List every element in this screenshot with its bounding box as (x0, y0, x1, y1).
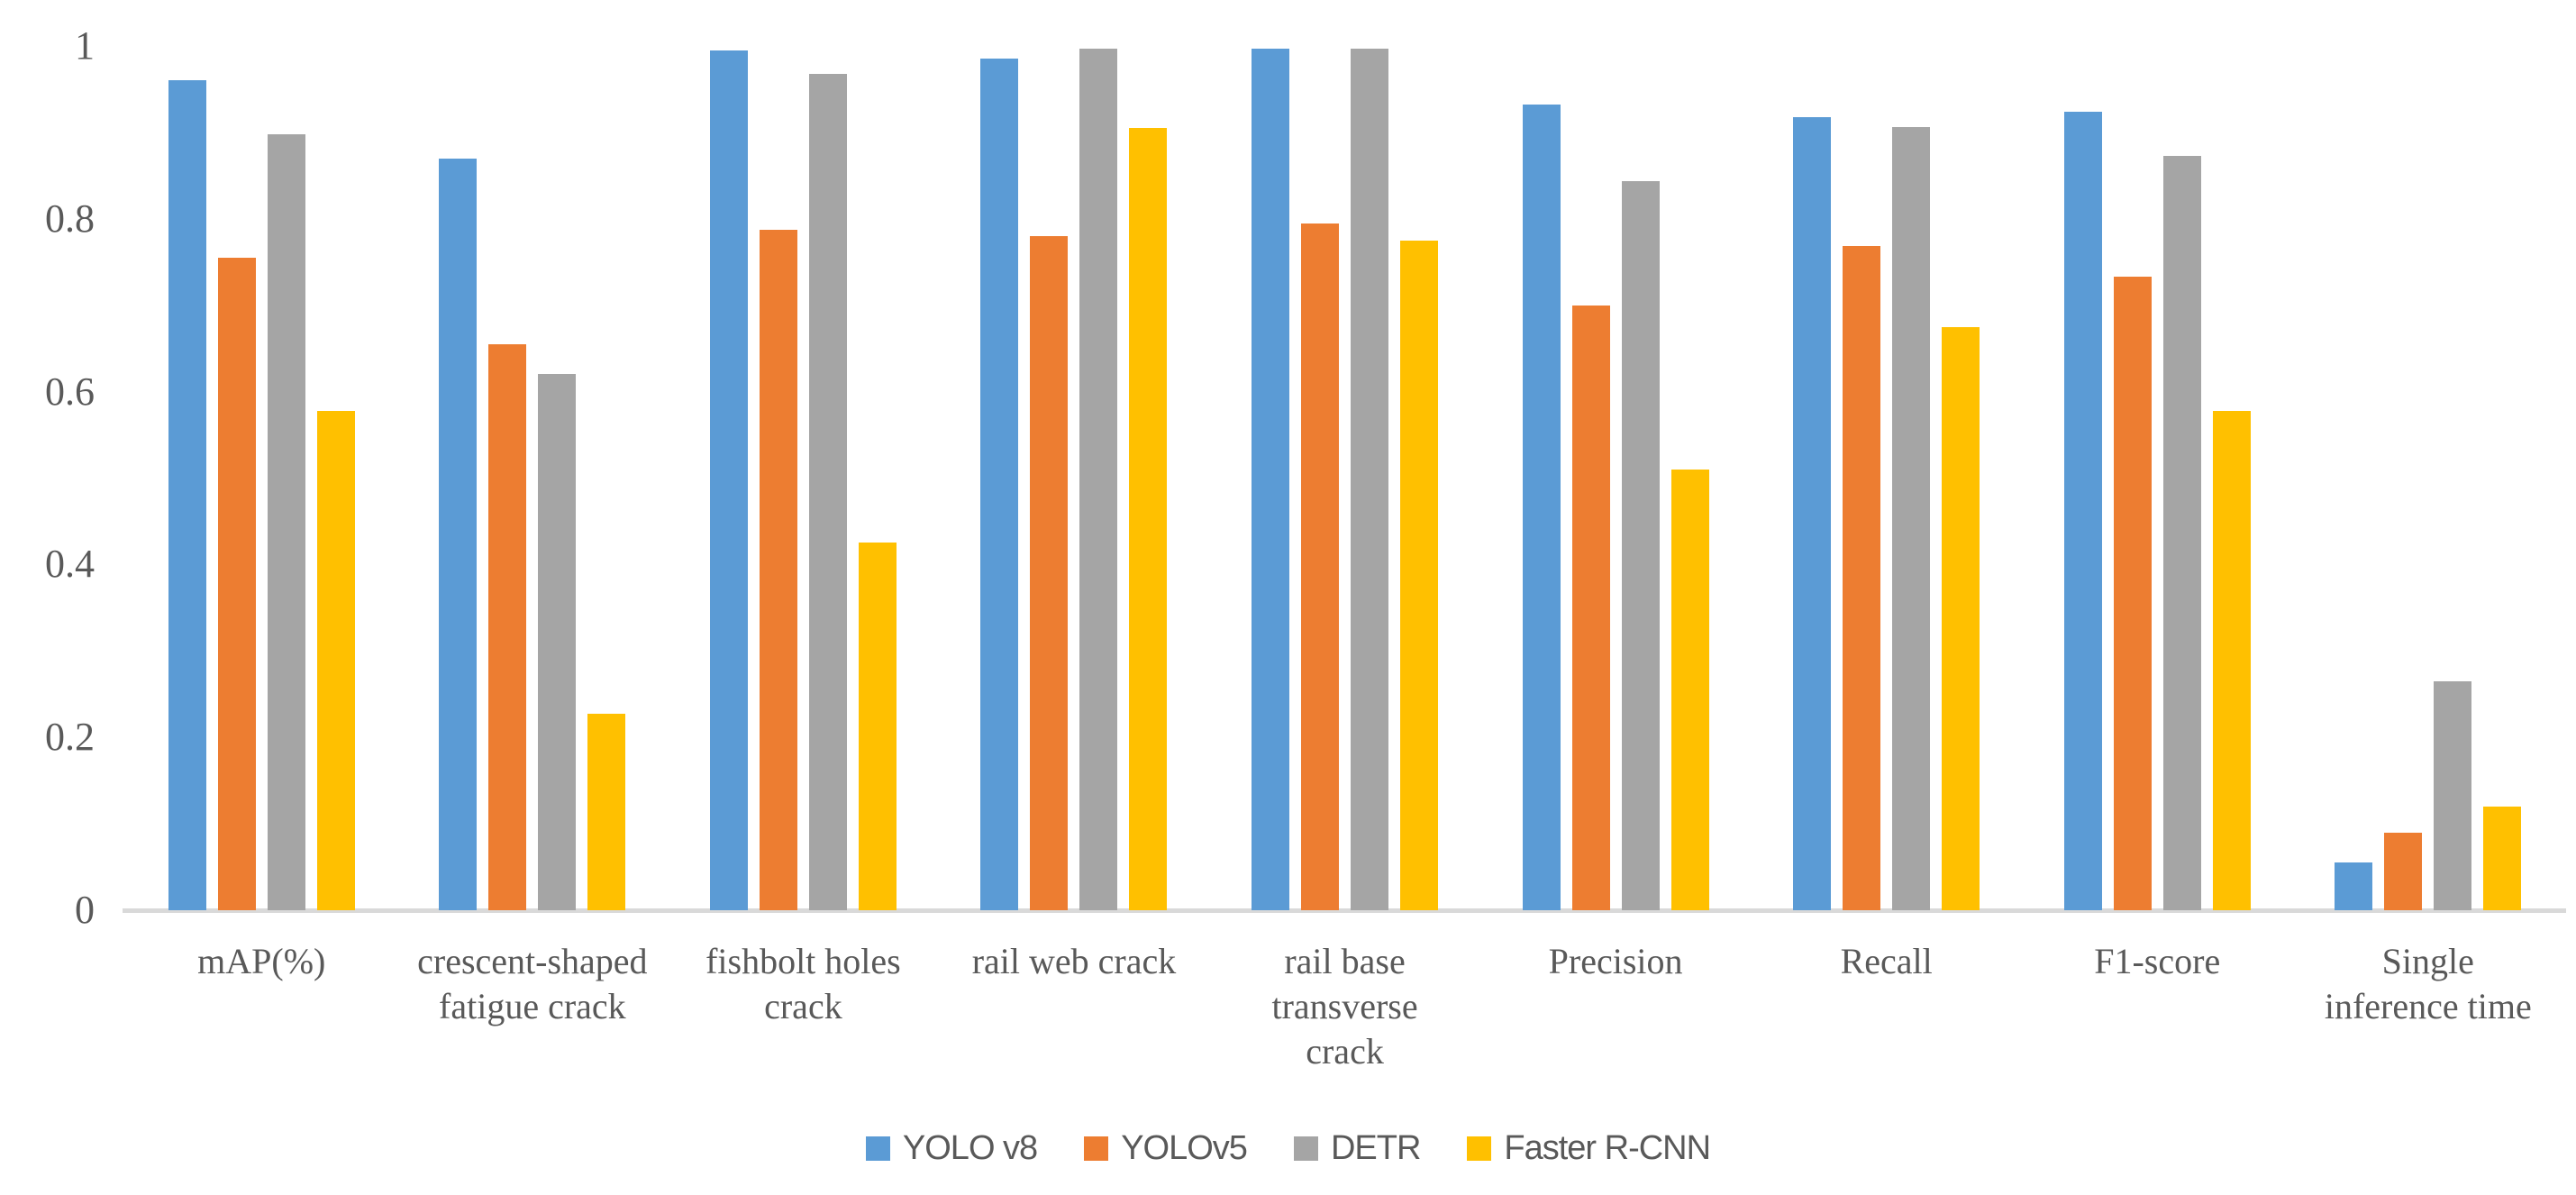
legend-label: YOLOv5 (1121, 1129, 1248, 1167)
bar (2384, 833, 2423, 910)
y-tick-label: 0.4 (45, 542, 95, 587)
x-axis-label: F1-score (2094, 941, 2221, 981)
y-tick-label: 0.6 (45, 369, 95, 414)
bar (439, 159, 478, 910)
x-axis-label: Precision (1548, 941, 1683, 981)
y-tick-label: 0.2 (45, 715, 95, 760)
bar (1351, 49, 1389, 910)
x-axis-line (123, 908, 2566, 913)
bar-group-6 (1480, 46, 1752, 910)
legend-swatch-icon (1084, 1136, 1109, 1161)
bar (980, 59, 1019, 910)
bar (2483, 807, 2522, 910)
bar (316, 411, 355, 910)
bar (2335, 862, 2373, 910)
y-tick-label: 1 (75, 23, 95, 68)
x-axis-label: Single inference time (2324, 941, 2532, 1026)
bar (808, 74, 847, 910)
legend-label: DETR (1330, 1129, 1421, 1167)
bar (2063, 112, 2102, 910)
bar (1843, 246, 1881, 910)
bar (709, 50, 748, 910)
bar (2212, 411, 2251, 910)
legend-item: YOLOv5 (1084, 1128, 1248, 1168)
x-axis-label: crescent-shaped fatigue crack (417, 941, 648, 1026)
bar (587, 714, 626, 910)
bar (538, 374, 577, 910)
bar (168, 80, 206, 910)
x-axis-labels: mAP(%) crescent-shaped fatigue crack fishb… (126, 939, 2563, 1074)
bar-group-1 (126, 46, 397, 910)
legend-swatch-icon (1467, 1136, 1492, 1161)
bar-group-5 (1209, 46, 1480, 910)
bar (1522, 105, 1561, 910)
legend-swatch-icon (865, 1136, 890, 1161)
bar (1030, 236, 1069, 910)
bar-group-8 (2022, 46, 2293, 910)
legend-item: YOLO v8 (865, 1128, 1038, 1168)
bar (1079, 49, 1118, 910)
bar (2434, 681, 2472, 910)
x-axis-label: rail base transverse crack (1271, 941, 1418, 1072)
bar (1793, 117, 1832, 910)
x-axis-label: fishbolt holes crack (705, 941, 901, 1026)
bar (1571, 306, 1610, 910)
bar-group-3 (668, 46, 939, 910)
bar (2162, 156, 2201, 910)
bar (1129, 128, 1168, 910)
y-tick-label: 0 (75, 888, 95, 932)
bar (1252, 49, 1290, 910)
bar (1400, 241, 1439, 910)
bar (1670, 470, 1709, 910)
bar-group-9 (2293, 46, 2564, 910)
bar (488, 344, 527, 910)
bar-group-7 (1751, 46, 2022, 910)
bar (267, 134, 305, 910)
legend: YOLO v8 YOLOv5 DETR Faster R-CNN (0, 1128, 2576, 1168)
bar (217, 258, 256, 910)
x-axis-label: Recall (1840, 941, 1933, 981)
bar (858, 543, 897, 910)
bar (1621, 181, 1660, 910)
legend-item: DETR (1293, 1128, 1421, 1168)
plot-area (126, 46, 2563, 910)
x-axis-label: rail web crack (971, 941, 1177, 981)
bar (1892, 127, 1931, 910)
legend-label: YOLO v8 (902, 1129, 1038, 1167)
x-axis-label: mAP(%) (197, 941, 326, 981)
bar (2113, 277, 2152, 910)
bar-group-4 (939, 46, 1210, 910)
bar (759, 230, 797, 910)
bar (1301, 223, 1340, 910)
bar (1942, 327, 1980, 910)
y-tick-label: 0.8 (45, 196, 95, 241)
legend-swatch-icon (1293, 1136, 1318, 1161)
legend-item: Faster R-CNN (1467, 1128, 1711, 1168)
legend-label: Faster R-CNN (1504, 1129, 1711, 1167)
bar-group-2 (397, 46, 669, 910)
